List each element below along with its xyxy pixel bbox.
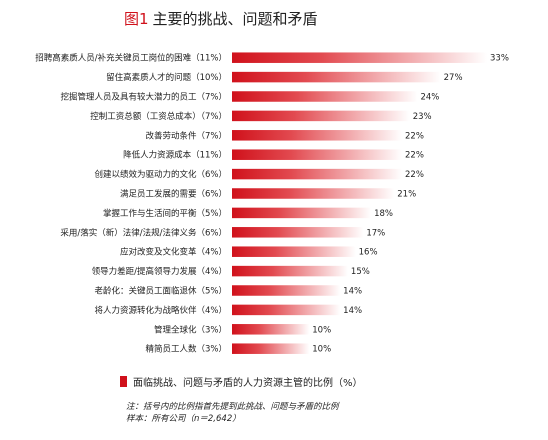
bar	[232, 110, 410, 122]
category-label: 应对改变及文化变革（4%）	[120, 247, 227, 258]
notes: 注：括号内的比例指首先提到此挑战、问题与矛盾的比例 样本：所有公司（n＝2,64…	[126, 401, 339, 425]
category-label: 降低人力资源成本（11%）	[123, 150, 227, 161]
note-line: 注：括号内的比例指首先提到此挑战、问题与矛盾的比例	[126, 402, 339, 412]
category-label: 留住高素质人才的问题（10%）	[106, 72, 227, 83]
bar	[232, 207, 372, 219]
figure-number: 图1	[124, 10, 149, 28]
category-label: 老龄化：关键员工面临退休（5%）	[95, 286, 228, 297]
value-label: 16%	[359, 248, 378, 258]
category-label: 改善劳动条件（7%）	[146, 130, 228, 141]
category-label: 管理全球化（3%）	[154, 324, 227, 335]
category-label: 采用/落实（新）法律/法规/法律义务（6%）	[60, 227, 227, 238]
bar	[232, 324, 310, 335]
category-label: 掌握工作与生活间的平衡（5%）	[103, 208, 227, 219]
value-label: 10%	[312, 325, 331, 335]
bar	[232, 265, 348, 277]
value-label: 15%	[351, 267, 370, 277]
category-label: 控制工资总额（工资总成本）（7%）	[90, 111, 227, 122]
title-text: 主要的挑战、问题和矛盾	[152, 10, 318, 28]
value-label: 18%	[374, 209, 393, 219]
bar	[232, 246, 356, 257]
bar	[232, 227, 364, 238]
legend-swatch	[120, 376, 127, 387]
bar-chart: 招聘高素质人员/补充关键员工岗位的困难（11%） 33% 留住高素质人才的问题（10…	[35, 52, 509, 355]
value-label: 17%	[366, 228, 385, 238]
chart-title: 图1 主要的挑战、问题和矛盾	[124, 8, 318, 29]
value-label: 14%	[343, 306, 362, 316]
value-label: 33%	[490, 54, 509, 64]
category-label: 挖掘管理人员及具有较大潜力的员工（7%）	[61, 92, 228, 103]
bar	[232, 343, 310, 354]
bar	[232, 91, 418, 102]
bar	[232, 285, 341, 296]
value-label: 22%	[405, 170, 424, 180]
category-label: 招聘高素质人员/补充关键员工岗位的困难（11%）	[35, 53, 227, 64]
sample-line: 样本：所有公司（n＝2,642）	[126, 414, 241, 424]
bar	[232, 130, 402, 141]
value-label: 23%	[413, 112, 432, 122]
value-label: 24%	[420, 93, 439, 103]
bar	[232, 304, 341, 316]
category-label: 满足员工发展的需要（6%）	[120, 189, 227, 200]
value-label: 22%	[405, 151, 424, 161]
legend-label: 面临挑战、问题与矛盾的人力资源主管的比例（%）	[133, 378, 363, 389]
value-label: 27%	[444, 73, 463, 83]
bar	[232, 188, 395, 199]
value-label: 10%	[312, 345, 331, 355]
value-label: 14%	[343, 287, 362, 297]
bars-group: 招聘高素质人员/补充关键员工岗位的困难（11%） 33% 留住高素质人才的问题（10…	[35, 52, 509, 355]
legend: 面临挑战、问题与矛盾的人力资源主管的比例（%）	[120, 374, 363, 389]
bar	[232, 168, 402, 180]
category-label: 精简员工人数（3%）	[146, 344, 228, 355]
bar	[232, 52, 487, 63]
category-label: 将人力资源转化为战略伙伴（4%）	[95, 305, 228, 316]
category-label: 领导力差距/提高领导力发展（4%）	[92, 266, 227, 277]
bar	[232, 71, 441, 83]
value-label: 21%	[397, 190, 416, 200]
category-label: 创建以绩效为驱动力的文化（6%）	[95, 169, 228, 180]
bar	[232, 149, 402, 160]
value-label: 22%	[405, 131, 424, 141]
